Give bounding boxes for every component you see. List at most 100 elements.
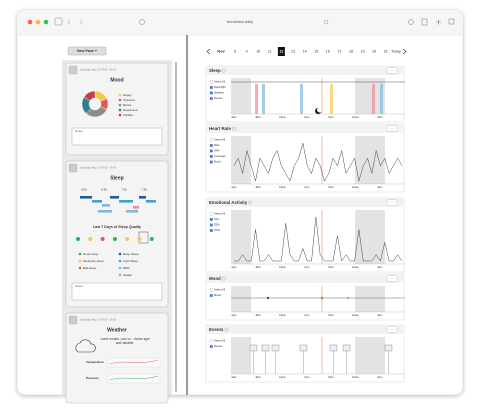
checkbox[interactable]: [209, 149, 213, 153]
day[interactable]: 8: [234, 49, 236, 53]
checkbox[interactable]: [209, 288, 213, 292]
menu-button[interactable]: [386, 125, 398, 132]
checkbox[interactable]: [209, 97, 213, 100]
checkbox[interactable]: [209, 229, 213, 232]
time-label: 6:30: [101, 188, 107, 192]
quality-dot[interactable]: [149, 237, 154, 241]
day[interactable]: 19: [361, 49, 365, 53]
quality-dot[interactable]: [100, 237, 105, 241]
zoom-button[interactable]: [43, 19, 49, 25]
selected-day: [277, 47, 285, 56]
option-label: Select All: [214, 80, 225, 84]
option-label: EDA: [214, 223, 220, 227]
nav-arrows[interactable]: [67, 19, 83, 25]
x-tick-label: 12am: [352, 115, 360, 119]
sidebar-toggle[interactable]: [54, 17, 63, 26]
notes-box[interactable]: [71, 282, 163, 301]
share[interactable]: [421, 18, 428, 26]
event-box[interactable]: [299, 344, 308, 352]
menu-button[interactable]: [386, 67, 398, 74]
panel-header: [206, 198, 404, 207]
day[interactable]: 20: [372, 49, 376, 53]
quality-dot[interactable]: [112, 237, 117, 241]
scrollbar[interactable]: [175, 62, 177, 392]
day[interactable]: 11: [268, 49, 272, 53]
day[interactable]: 15: [314, 49, 318, 53]
url[interactable]: trendview.daily: [227, 19, 253, 24]
checkbox[interactable]: [209, 294, 213, 297]
new-tab[interactable]: [436, 19, 441, 25]
checkbox[interactable]: [209, 86, 213, 89]
x-tick-label: 8pm: [328, 265, 334, 269]
help-icon[interactable]: [248, 200, 252, 205]
hypnogram-block: [92, 200, 102, 203]
day[interactable]: 12: [279, 49, 283, 53]
event-box[interactable]: [261, 344, 270, 352]
quality-dot[interactable]: [76, 237, 80, 241]
menu-button[interactable]: [386, 199, 398, 206]
day[interactable]: 18: [349, 49, 353, 53]
day[interactable]: 17: [337, 49, 341, 53]
prev-arrow[interactable]: [206, 48, 211, 55]
sleep-band: [372, 84, 375, 114]
x-tick-label: 12pm: [279, 115, 287, 119]
mood-dot: [346, 296, 350, 300]
night-shade: [355, 337, 385, 374]
metric-label: Pressure: [86, 376, 99, 380]
close-button[interactable]: [27, 19, 33, 25]
today[interactable]: Today: [391, 49, 401, 53]
event-box[interactable]: [384, 344, 393, 352]
x-tick-label: 8am: [256, 185, 262, 189]
checkbox[interactable]: [209, 339, 213, 343]
checkbox[interactable]: [209, 155, 213, 158]
hypnogram-block: [80, 196, 92, 199]
new-pane-button[interactable]: [67, 46, 107, 56]
checkbox[interactable]: [209, 160, 213, 164]
new-pane-label[interactable]: New Pane +: [77, 49, 97, 53]
time-label: 6:00: [81, 188, 87, 192]
checkbox[interactable]: [209, 138, 213, 142]
checkbox[interactable]: [209, 144, 213, 147]
checkbox[interactable]: [209, 91, 213, 95]
checkbox[interactable]: [209, 80, 213, 84]
x-tick-label: 4am: [377, 115, 383, 119]
event-box[interactable]: [329, 344, 338, 352]
event-box[interactable]: [271, 344, 280, 352]
legend-dot: [118, 252, 122, 256]
option-label: Coverage: [214, 154, 226, 158]
day[interactable]: 21: [384, 49, 388, 53]
day[interactable]: 13: [291, 49, 295, 53]
quality-dot[interactable]: [137, 237, 142, 241]
tabs[interactable]: [448, 18, 455, 25]
checkbox[interactable]: [209, 223, 213, 227]
day[interactable]: 16: [326, 49, 330, 53]
panel-title: Events: [209, 327, 224, 332]
minimize-button[interactable]: [35, 19, 41, 25]
x-tick-label: 8pm: [328, 313, 334, 317]
checkbox[interactable]: [209, 218, 213, 221]
downloads[interactable]: [408, 19, 414, 25]
reload[interactable]: [323, 19, 329, 25]
checkbox[interactable]: [209, 345, 213, 348]
next-arrow[interactable]: [402, 48, 407, 55]
quality-dot[interactable]: [88, 237, 93, 241]
pane-icon: [68, 163, 78, 173]
menu-button[interactable]: [386, 275, 398, 282]
notes-box[interactable]: [71, 127, 163, 146]
legend-dot: [118, 273, 122, 277]
x-tick-label: 4am: [377, 185, 383, 189]
checkbox[interactable]: [209, 212, 213, 216]
help-icon[interactable]: [232, 126, 236, 131]
event-box[interactable]: [342, 344, 351, 352]
help-icon[interactable]: [221, 68, 226, 73]
help-icon[interactable]: [221, 276, 226, 281]
day[interactable]: 10: [256, 49, 260, 53]
event-box[interactable]: [249, 344, 258, 352]
menu-button[interactable]: [386, 326, 398, 333]
quality-dot[interactable]: [125, 237, 130, 241]
help-icon[interactable]: [224, 327, 229, 332]
menu-dots: …: [390, 125, 394, 130]
privacy-icon[interactable]: [139, 19, 145, 25]
day[interactable]: 9: [246, 49, 248, 53]
day[interactable]: 14: [303, 49, 307, 53]
